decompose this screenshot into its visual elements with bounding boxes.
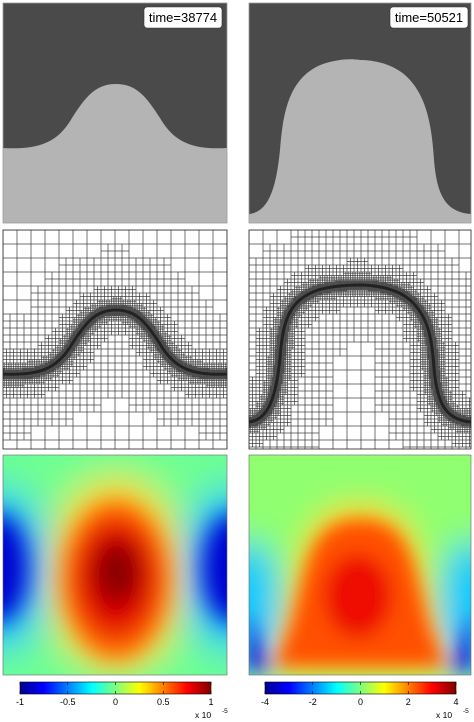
mesh-panel-left <box>2 229 228 450</box>
colorbar-left-multiplier: x 10 <box>195 710 211 720</box>
field-panel-right <box>248 454 472 676</box>
colorbar-right-tick-label: -2 <box>309 697 317 707</box>
colorbar-right-multiplier: x 10 <box>436 710 452 720</box>
colorbar-left-tick-label: 1 <box>208 697 213 707</box>
time-text-left: time=38774 <box>149 10 217 25</box>
colorbar-right-ticks: -4 -2 0 2 4 <box>261 682 459 707</box>
time-label-right: time=50521 <box>389 6 469 29</box>
colorbar-right: -4 -2 0 2 4 x 10 -5 <box>261 681 469 720</box>
colorbar-right-tick-label: 4 <box>453 697 458 707</box>
colorbar-left-tick-label: -1 <box>16 697 24 707</box>
colorbar-left-tick-label: -0.5 <box>60 697 76 707</box>
colorbar-left-exponent: -5 <box>222 708 228 715</box>
interface-light-region-right <box>249 59 471 223</box>
colorbar-left: -1 -0.5 0 0.5 1 x 10 -5 <box>16 681 228 720</box>
colorbar-right-tick-label: -4 <box>261 697 269 707</box>
mesh-panel-right <box>247 229 472 450</box>
colorbar-right-tick-label: 2 <box>406 697 411 707</box>
colorbar-right-exponent: -5 <box>463 708 469 715</box>
phase-panel-left <box>2 2 228 224</box>
colorbar-left-tick-label: 0.5 <box>157 697 170 707</box>
colorbar-left-ticks: -1 -0.5 0 0.5 1 <box>16 682 214 707</box>
colorbar-left-tick-label: 0 <box>113 697 118 707</box>
field-panel-left <box>2 454 228 676</box>
time-text-right: time=50521 <box>395 10 463 25</box>
interface-light-region-left <box>3 84 227 223</box>
time-label-left: time=38774 <box>143 6 223 29</box>
phase-panel-right <box>248 2 472 224</box>
colorbar-right-tick-label: 0 <box>358 697 363 707</box>
